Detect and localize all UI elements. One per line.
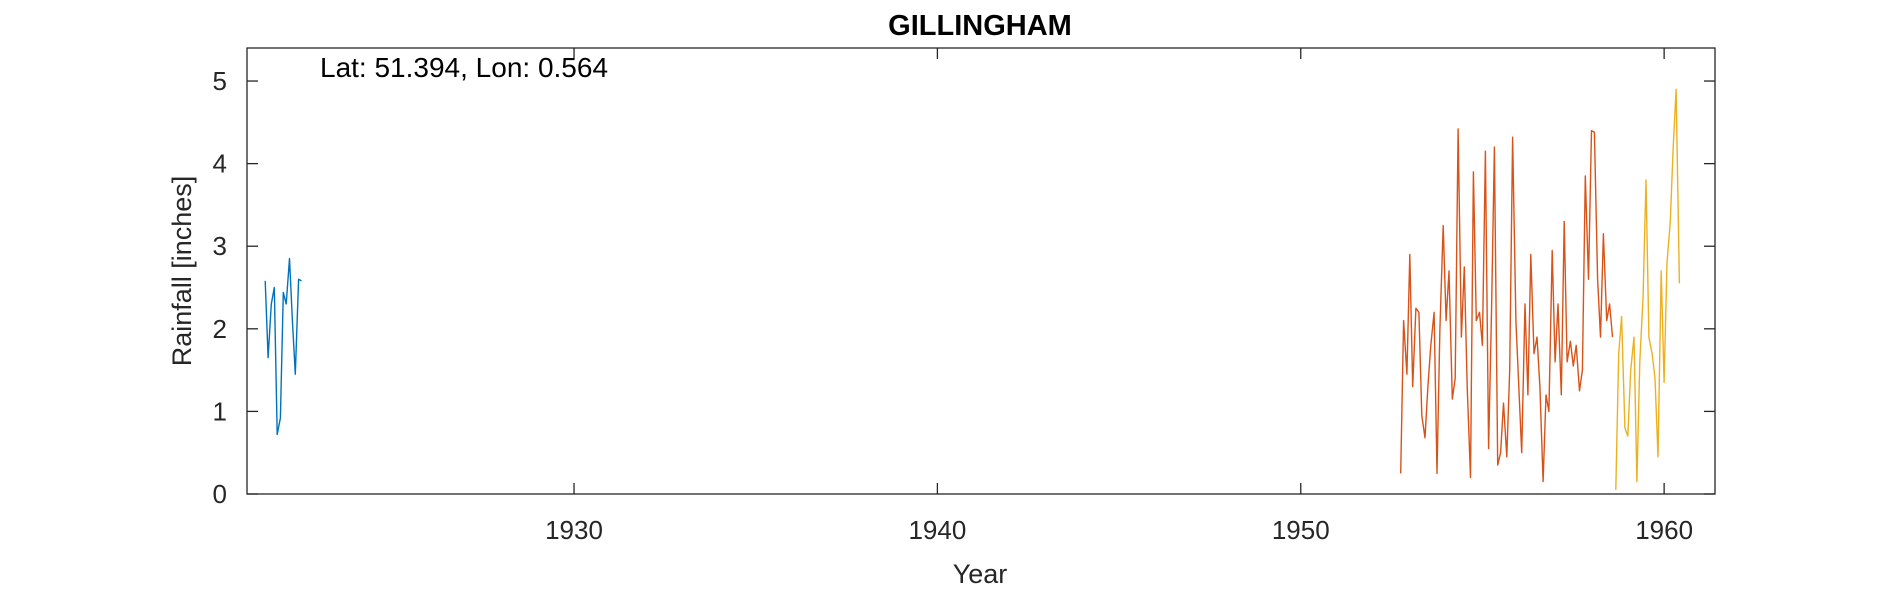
y-tick-label: 3 [213,231,227,261]
chart-title: GILLINGHAM [888,10,1072,42]
x-tick-label: 1950 [1272,515,1330,545]
y-tick-label: 4 [213,149,227,179]
series-line-2 [1400,128,1614,483]
x-tick-label: 1930 [545,515,603,545]
axis-ticks: 1930 1940 1950 1960 0 1 2 3 4 5 [213,48,1715,545]
y-axis-label: Rainfall [inches] [167,176,197,367]
y-tick-label: 1 [213,396,227,426]
series-line-1 [264,257,302,436]
y-tick-label: 0 [213,479,227,509]
x-axis-label: Year [953,559,1008,589]
x-tick-label: 1940 [908,515,966,545]
plot-area-frame [246,47,1716,495]
location-annotation: Lat: 51.394, Lon: 0.564 [320,52,608,83]
y-tick-label: 2 [213,314,227,344]
x-tick-label: 1960 [1635,515,1693,545]
series-lines [264,88,1681,490]
y-tick-label: 5 [213,66,227,96]
series-line-3 [1615,88,1681,490]
